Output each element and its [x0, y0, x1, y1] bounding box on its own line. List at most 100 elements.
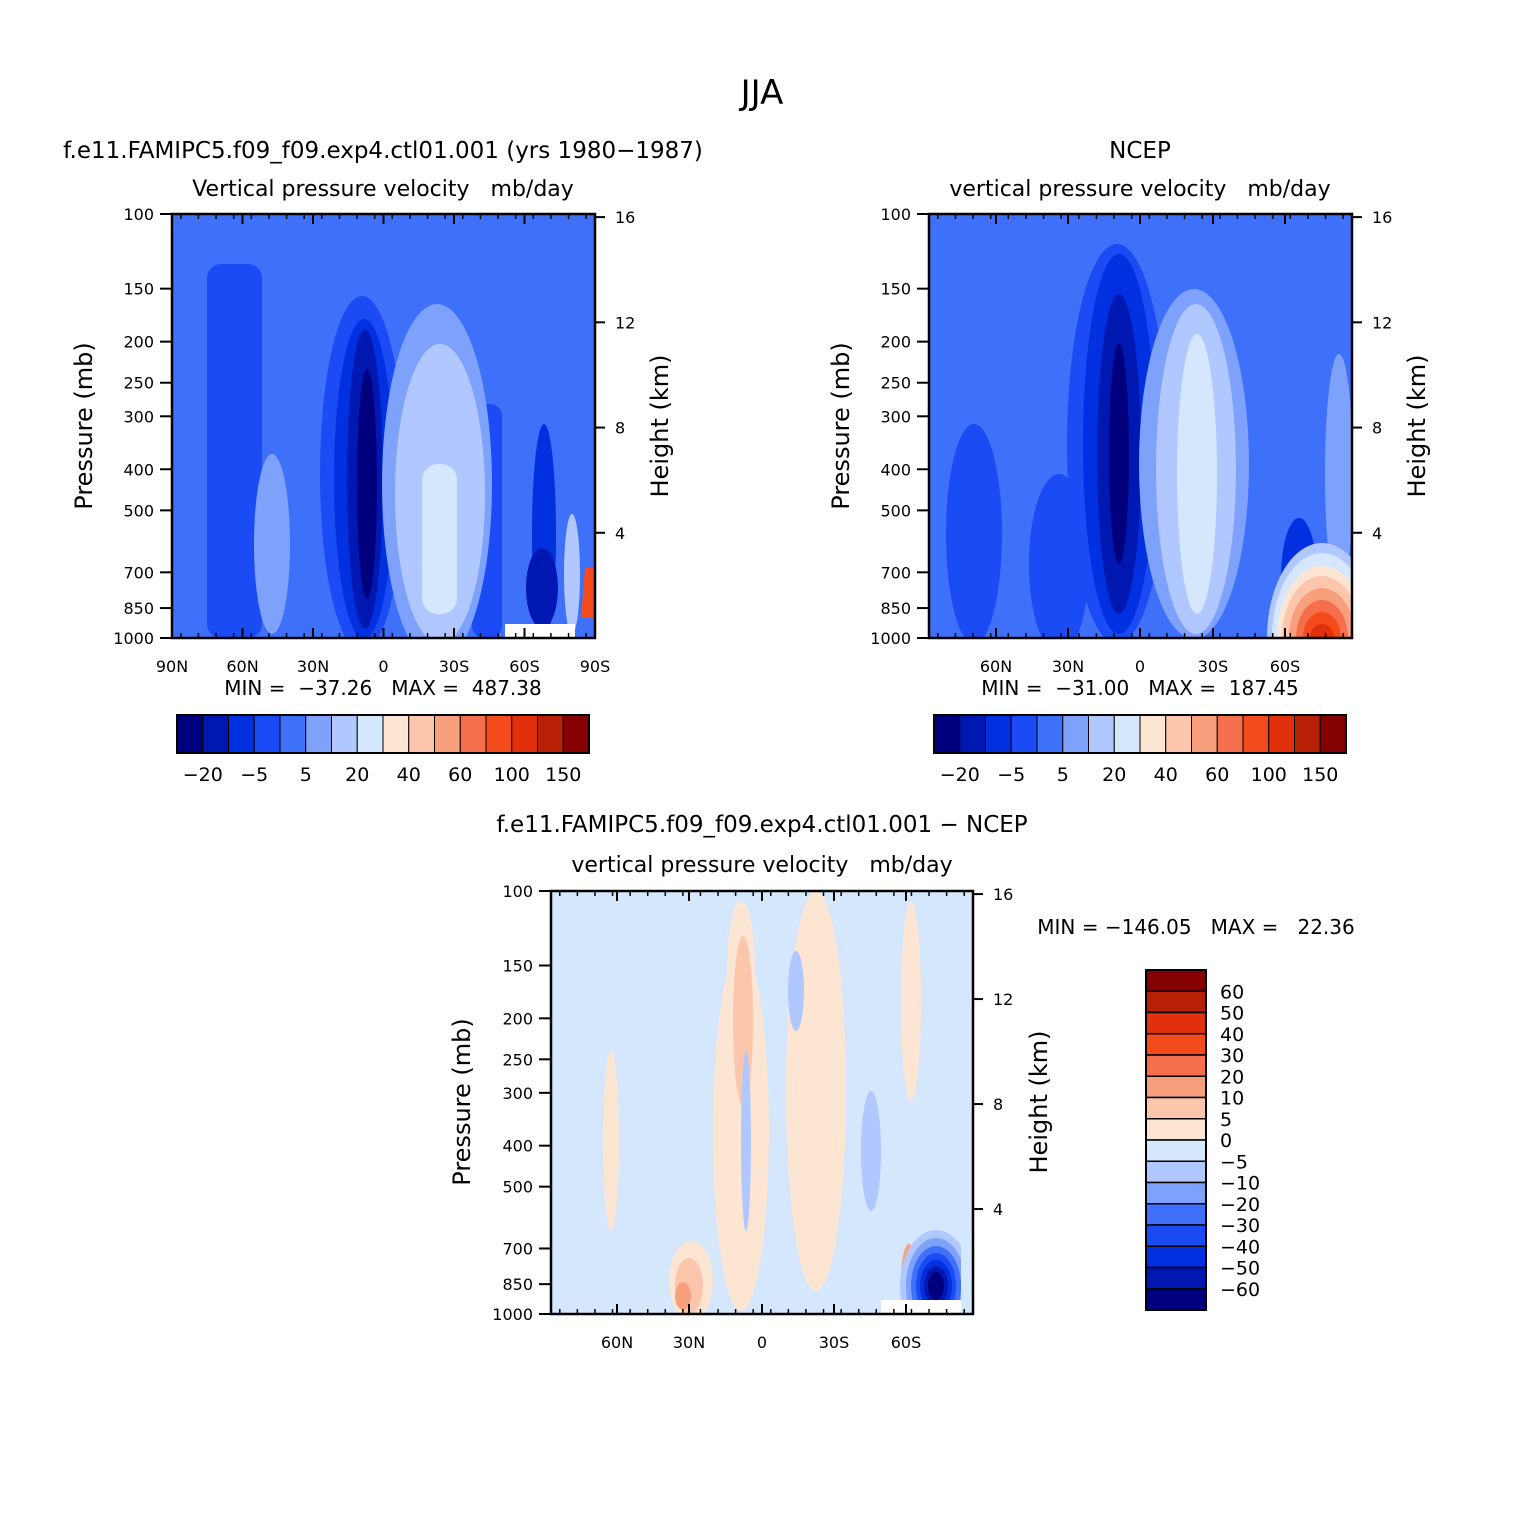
y2-tick-label: 8 [993, 1095, 1003, 1114]
colorbar-swatch [331, 714, 358, 754]
y2-tick-label: 4 [1372, 524, 1382, 543]
colorbar-swatch [1319, 714, 1347, 754]
panel-model: f.e11.FAMIPC5.f09_f09.exp4.ctl01.001 (yr… [63, 138, 703, 786]
contour-region [1325, 354, 1352, 594]
colorbar-swatch [1145, 1288, 1207, 1311]
colorbar-frame [176, 714, 590, 754]
colorbar-swatch [176, 714, 204, 754]
y-tick-label: 300 [880, 407, 911, 426]
min-max-label: MIN = −37.26 MAX = 487.38 [224, 676, 541, 700]
colorbar-swatch [933, 714, 961, 754]
y2-tick-label: 8 [1372, 419, 1382, 438]
colorbar-swatch [959, 714, 986, 754]
y-tick-label: 500 [502, 1178, 533, 1197]
colorbar-label: −10 [1220, 1173, 1260, 1195]
colorbar-swatch [1145, 1181, 1207, 1205]
contour-field [929, 214, 1352, 638]
colorbar-swatch [279, 714, 307, 754]
x-tick-label: 0 [1135, 657, 1145, 676]
contour-region [592, 214, 595, 638]
y-tick-label: 1000 [492, 1305, 533, 1324]
colorbar-label: −20 [183, 764, 223, 786]
colorbar-label: 60 [1205, 764, 1229, 786]
panel-subtitle: Vertical pressure velocity mb/day [192, 177, 574, 202]
contour-region [961, 1239, 973, 1314]
colorbar-swatch [1145, 1160, 1207, 1184]
y2-tick-label: 12 [1372, 313, 1392, 332]
y2-axis-label: Height (km) [1403, 355, 1431, 498]
colorbar-label: 10 [1220, 1088, 1244, 1110]
y2-tick-label: 8 [615, 419, 625, 438]
y-tick-label: 500 [880, 501, 911, 520]
colorbar-label: 40 [397, 764, 421, 786]
contour-region [901, 901, 921, 1101]
colorbar-swatch [1145, 1033, 1207, 1056]
colorbar-swatch [1113, 714, 1141, 754]
colorbar-label: 100 [494, 764, 530, 786]
y-tick-label: 400 [502, 1137, 533, 1156]
panel-subtitle: vertical pressure velocity mb/day [571, 853, 952, 878]
colorbar-swatch [1036, 714, 1064, 754]
contour-region [741, 1051, 751, 1231]
contour-region [254, 454, 290, 634]
x-tick-label: 30S [1198, 657, 1229, 676]
panel-title: f.e11.FAMIPC5.f09_f09.exp4.ctl01.001 (yr… [63, 138, 703, 164]
x-tick-label: 90S [580, 657, 611, 676]
colorbar-swatch [1145, 1203, 1207, 1226]
contour-region [357, 369, 377, 599]
colorbar-swatch [1191, 714, 1218, 754]
x-tick-label: 30N [1052, 657, 1084, 676]
plot-area: 100 150 200 250 300 400 500 700 850 1000 16 12 8 4 60N… [870, 205, 1392, 676]
y-tick-label: 250 [502, 1050, 533, 1069]
colorbar-swatch [1088, 714, 1115, 754]
colorbar-swatch [1145, 1266, 1207, 1290]
contour-region [786, 891, 846, 1291]
contour-region [713, 951, 769, 1311]
y-tick-label: 200 [880, 333, 911, 352]
y-tick-label: 1000 [870, 629, 911, 648]
y2-tick-label: 4 [615, 524, 625, 543]
panel-difference: f.e11.FAMIPC5.f09_f09.exp4.ctl01.001 − N… [448, 812, 1355, 1352]
x-tick-label: 60S [891, 1333, 922, 1352]
colorbar-swatch [1216, 714, 1244, 754]
y-tick-label: 150 [123, 280, 154, 299]
contour-region [861, 1091, 881, 1211]
y-tick-label: 400 [123, 460, 154, 479]
y-axis-label: Pressure (mb) [70, 342, 98, 509]
colorbar-label: 100 [1251, 764, 1287, 786]
colorbar-label: 20 [1220, 1066, 1244, 1088]
contour-region [581, 568, 593, 618]
colorbar-swatch [1268, 714, 1295, 754]
y-tick-label: 150 [880, 280, 911, 299]
x-tick-label: 60S [509, 657, 540, 676]
contour-region [788, 951, 804, 1031]
colorbar: −20 −5 5 20 40 60 100 150 [176, 714, 590, 786]
panel-title: NCEP [1109, 138, 1171, 164]
colorbar-swatch [1242, 714, 1270, 754]
colorbar-swatch [485, 714, 513, 754]
contour-region [207, 264, 262, 638]
panel-subtitle: vertical pressure velocity mb/day [949, 177, 1330, 202]
colorbar-swatch [1145, 1139, 1207, 1162]
colorbar-swatch [1294, 714, 1321, 754]
y-tick-label: 300 [502, 1084, 533, 1103]
contour-region [675, 1282, 691, 1310]
colorbar-swatch [1145, 1075, 1207, 1099]
contour-field [551, 891, 973, 1314]
colorbar-label: −5 [240, 764, 268, 786]
y-tick-label: 1000 [113, 629, 154, 648]
x-tick-label: 60N [601, 1333, 633, 1352]
colorbar-label: 40 [1220, 1024, 1244, 1046]
colorbar-swatch [1145, 969, 1207, 992]
colorbar-label: −60 [1220, 1279, 1260, 1301]
colorbar-swatch [1145, 1011, 1207, 1035]
x-tick-label: 30S [819, 1333, 850, 1352]
y-tick-label: 850 [502, 1275, 533, 1294]
x-tick-label: 90N [156, 657, 188, 676]
colorbar-swatch [382, 714, 410, 754]
colorbar-label: −50 [1220, 1258, 1260, 1280]
colorbar-frame [1145, 969, 1207, 1311]
x-tick-label: 30N [673, 1333, 705, 1352]
colorbar-swatch [434, 714, 461, 754]
